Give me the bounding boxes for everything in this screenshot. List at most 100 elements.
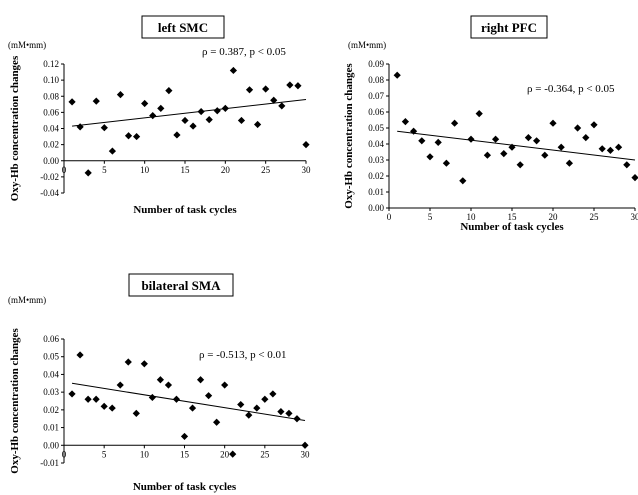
data-point (598, 145, 606, 153)
y-tick-label: 0.02 (43, 405, 59, 415)
correlation-annotation: ρ = -0.364, p < 0.05 (527, 83, 615, 95)
chart-panel-3: bilateral SMA (mM•mm) Oxy-Hb concentration… (8, 273, 311, 493)
data-point (132, 409, 140, 417)
data-point (500, 150, 508, 158)
x-tick-label: 15 (180, 449, 190, 459)
x-tick-label: 20 (549, 212, 559, 222)
y-tick-label: 0.06 (43, 107, 59, 117)
y-tick-label: 0.10 (43, 75, 59, 85)
data-point (172, 395, 181, 403)
y-tick-label: 0.09 (368, 59, 384, 69)
data-point (164, 381, 173, 389)
y-tick-label: 0.01 (43, 423, 59, 433)
data-point (116, 91, 125, 99)
x-tick-label: 0 (62, 165, 67, 175)
data-point (590, 121, 598, 129)
data-point (76, 351, 84, 359)
data-point (133, 132, 141, 141)
data-point (492, 135, 500, 143)
chart-title: bilateral SMA (141, 278, 221, 293)
data-point (475, 110, 483, 118)
data-point (401, 118, 409, 126)
data-point (434, 138, 442, 146)
y-tick-label: 0.05 (368, 123, 384, 133)
data-point (574, 124, 582, 132)
data-point (92, 395, 100, 403)
data-point (189, 122, 197, 130)
x-tick-label: 25 (260, 449, 270, 459)
data-point (541, 151, 549, 159)
y-axis-label: Oxy-Hb concentration changes (343, 63, 355, 209)
data-point (100, 402, 108, 410)
data-point (533, 137, 541, 145)
y-tick-label: 0.02 (43, 140, 59, 150)
y-axis-label: Oxy-Hb concentration changes (9, 328, 21, 474)
data-point (565, 159, 573, 167)
x-tick-label: 30 (631, 212, 638, 222)
data-point (270, 96, 278, 104)
data-point (277, 408, 285, 416)
chart-title: right PFC (481, 20, 537, 35)
unit-label: (mM•mm) (8, 295, 46, 305)
data-point (524, 134, 532, 142)
data-point (149, 112, 157, 120)
y-tick-label: 0.03 (43, 387, 59, 397)
y-tick-label: 0.05 (43, 352, 59, 362)
data-point (181, 116, 189, 125)
y-tick-label: 0.12 (43, 59, 59, 69)
data-point (221, 381, 229, 389)
data-point (301, 441, 309, 449)
data-point (516, 161, 524, 169)
data-point (245, 86, 254, 94)
x-tick-label: 0 (62, 449, 67, 459)
data-point (278, 102, 286, 110)
data-point (148, 393, 156, 402)
data-point (68, 390, 76, 398)
data-point (426, 153, 434, 161)
data-point (84, 395, 92, 403)
data-point (124, 132, 133, 140)
y-tick-label: -0.04 (40, 188, 59, 198)
y-tick-label: 0.07 (368, 91, 384, 101)
data-point (302, 141, 310, 149)
unit-label: (mM•mm) (348, 40, 386, 50)
y-tick-label: 0.03 (368, 155, 384, 165)
y-tick-label: 0.00 (43, 156, 59, 166)
data-point (393, 71, 401, 79)
data-point (229, 450, 237, 458)
x-tick-label: 10 (140, 449, 150, 459)
data-point (606, 146, 614, 154)
data-point (442, 159, 450, 167)
data-point (141, 99, 149, 108)
data-point (197, 107, 205, 116)
data-point (100, 124, 108, 132)
data-point (173, 131, 181, 139)
data-point (213, 107, 221, 115)
data-point (294, 82, 302, 90)
y-tick-label: 0.06 (368, 107, 384, 117)
x-tick-label: 30 (302, 165, 312, 175)
trend-line (71, 382, 306, 421)
data-point (549, 119, 557, 127)
data-point (285, 409, 293, 417)
data-point (205, 116, 213, 124)
data-point (76, 123, 84, 131)
data-point (68, 98, 76, 106)
data-point (615, 143, 623, 151)
data-point (92, 97, 100, 105)
x-tick-label: 5 (428, 212, 433, 222)
y-tick-label: 0.08 (368, 75, 384, 85)
y-tick-label: 0.01 (368, 187, 384, 197)
data-point (483, 151, 491, 159)
x-tick-label: 15 (508, 212, 518, 222)
x-tick-label: 5 (102, 165, 107, 175)
y-axis-label: Oxy-Hb concentration changes (9, 55, 21, 201)
data-point (623, 161, 631, 169)
trend-line (397, 130, 636, 161)
x-tick-label: 10 (467, 212, 477, 222)
data-point (582, 134, 590, 142)
x-tick-label: 5 (102, 449, 107, 459)
chart-title-box (141, 15, 225, 39)
data-point (459, 177, 467, 185)
x-tick-label: 30 (301, 449, 311, 459)
